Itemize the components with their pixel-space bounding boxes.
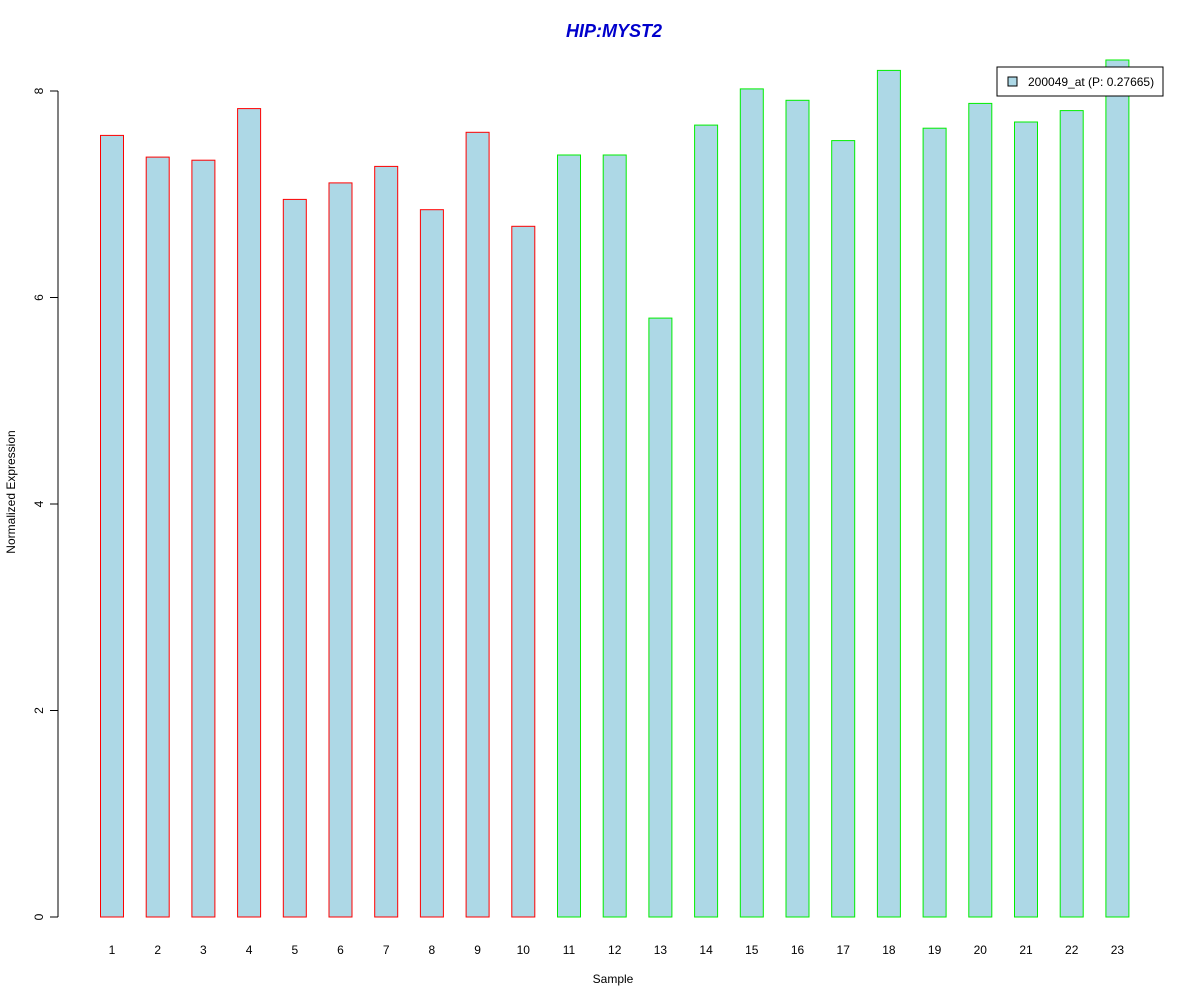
- bar-sample-20: [968, 102, 993, 918]
- legend-box: [996, 66, 1164, 97]
- bar-sample-17: [831, 140, 856, 918]
- bar-sample-9: [465, 131, 490, 918]
- y-tick-label: 6: [32, 294, 46, 301]
- y-tick-label: 4: [32, 500, 46, 507]
- x-tick-label: 16: [791, 943, 805, 957]
- bar-sample-1: [100, 134, 124, 918]
- x-tick-label: 8: [429, 943, 436, 957]
- x-tick-label: 21: [1019, 943, 1033, 957]
- y-tick-label: 0: [32, 913, 46, 920]
- legend-label: 200049_at (P: 0.27665): [1028, 75, 1154, 89]
- x-tick-label: 22: [1065, 943, 1079, 957]
- y-axis: 0 2 4 6 8: [32, 87, 59, 920]
- legend: 200049_at (P: 0.27665): [996, 66, 1164, 97]
- bar-sample-5: [282, 198, 307, 918]
- x-tick-label: 7: [383, 943, 390, 957]
- x-tick-label: 5: [291, 943, 298, 957]
- x-axis-title: Sample: [593, 972, 634, 986]
- x-tick-label: 4: [246, 943, 253, 957]
- bar-sample-6: [328, 182, 353, 918]
- bar-sample-21: [1014, 121, 1038, 918]
- bar-sample-7: [374, 165, 399, 918]
- x-tick-label: 1: [109, 943, 116, 957]
- bar-sample-23: [1105, 59, 1130, 918]
- x-tick-label: 17: [837, 943, 851, 957]
- bar-sample-13: [648, 317, 673, 918]
- bar-sample-16: [785, 99, 810, 918]
- x-tick-label: 9: [474, 943, 481, 957]
- x-tick-label: 11: [563, 943, 576, 957]
- x-tick-label: 19: [928, 943, 942, 957]
- bar-sample-11: [557, 154, 581, 918]
- bar-sample-19: [922, 127, 947, 918]
- bar-sample-15: [739, 88, 764, 918]
- x-tick-label: 2: [154, 943, 161, 957]
- chart-title: HIP:MYST2: [566, 21, 662, 41]
- bar-sample-4: [237, 108, 262, 918]
- bar-sample-10: [511, 225, 536, 918]
- bar-series: [100, 59, 1130, 918]
- bar-sample-12: [602, 154, 627, 918]
- bar-sample-8: [419, 209, 444, 918]
- y-tick-label: 2: [32, 707, 46, 714]
- bar-sample-14: [694, 124, 719, 918]
- x-tick-labels: 1 2 3 4 5 6 7 8 9 10 11 12 13 14 15 16 17 18 19 20 21 22 23: [109, 943, 1125, 957]
- y-tick-label: 8: [32, 87, 46, 94]
- x-tick-label: 13: [654, 943, 668, 957]
- x-tick-label: 18: [882, 943, 896, 957]
- legend-swatch: [1007, 76, 1018, 87]
- bar-sample-18: [876, 69, 901, 918]
- bar-sample-2: [145, 156, 170, 918]
- bar-sample-3: [191, 159, 216, 918]
- x-tick-label: 23: [1111, 943, 1125, 957]
- x-tick-label: 20: [974, 943, 988, 957]
- y-axis-title: Normalized Expression: [4, 430, 18, 553]
- x-tick-label: 10: [517, 943, 531, 957]
- x-tick-label: 14: [699, 943, 713, 957]
- x-tick-label: 15: [745, 943, 759, 957]
- x-tick-label: 6: [337, 943, 344, 957]
- bar-sample-22: [1059, 110, 1084, 918]
- x-tick-label: 12: [608, 943, 622, 957]
- x-tick-label: 3: [200, 943, 207, 957]
